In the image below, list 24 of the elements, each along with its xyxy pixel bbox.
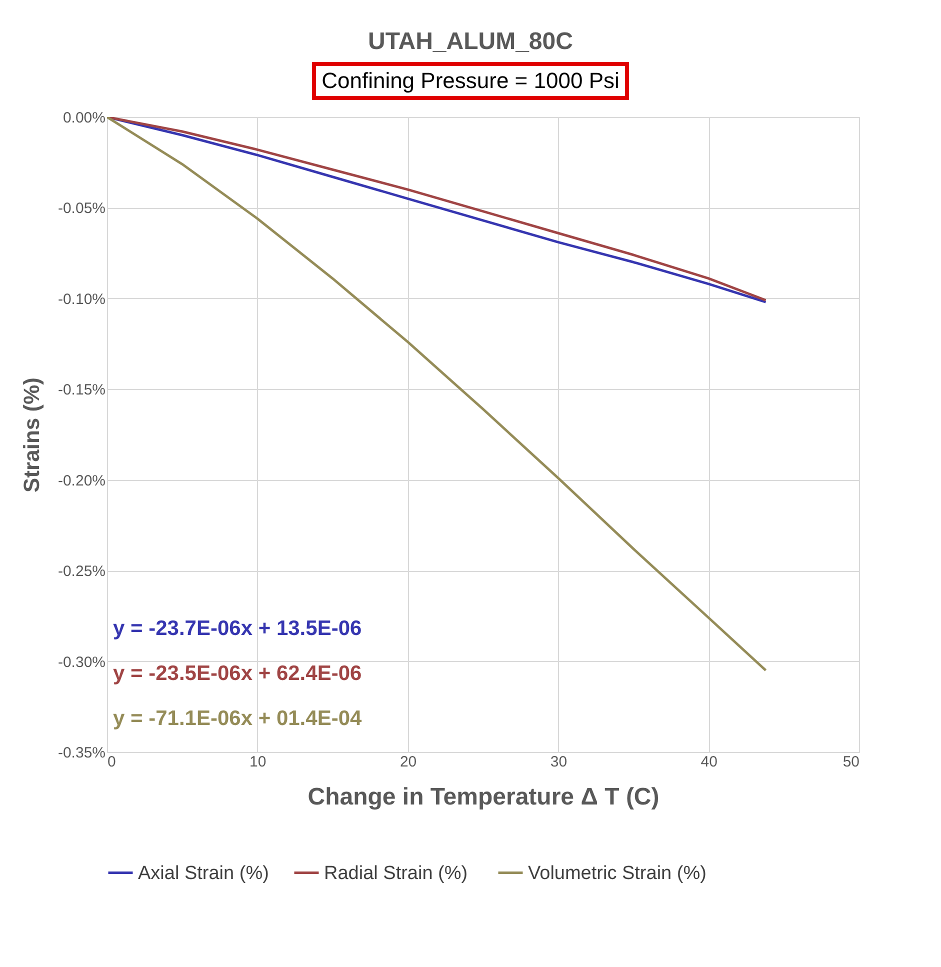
legend-label: Radial Strain (%) [324,862,468,884]
y-tick-label: -0.15% [58,382,106,399]
annotation: y = -23.5E-06x + 62.4E-06 [113,662,362,685]
x-tick-label: 10 [250,754,266,770]
x-tick-label: 30 [550,754,568,770]
y-tick-label: -0.25% [58,563,106,580]
x-tick-label: 40 [700,754,718,770]
x-tick-label: 50 [842,754,860,770]
x-tick-label: 0 [108,754,116,770]
y-tick-label: -0.30% [58,654,106,671]
legend-label: Axial Strain (%) [138,862,269,884]
y-tick-label: -0.35% [58,744,106,762]
annotation: y = -71.1E-06x + 01.4E-04 [113,707,362,730]
chart-subtitle: Confining Pressure = 1000 Psi [312,62,630,100]
y-tick-label: -0.10% [58,290,106,308]
y-tick-label: -0.20% [58,472,106,490]
y-tick-label: 0.00% [62,110,106,126]
y-axis-title: Strains (%) [18,378,44,492]
chart-title: UTAH_ALUM_80C [367,28,574,56]
annotation: y = -23.7E-06x + 13.5E-06 [113,617,362,640]
x-tick-label: 20 [400,754,417,770]
y-tick-label: -0.05% [58,200,106,218]
x-axis-title: Change in Temperature Δ T (C) [308,784,660,810]
legend-label: Volumetric Strain (%) [528,862,706,884]
